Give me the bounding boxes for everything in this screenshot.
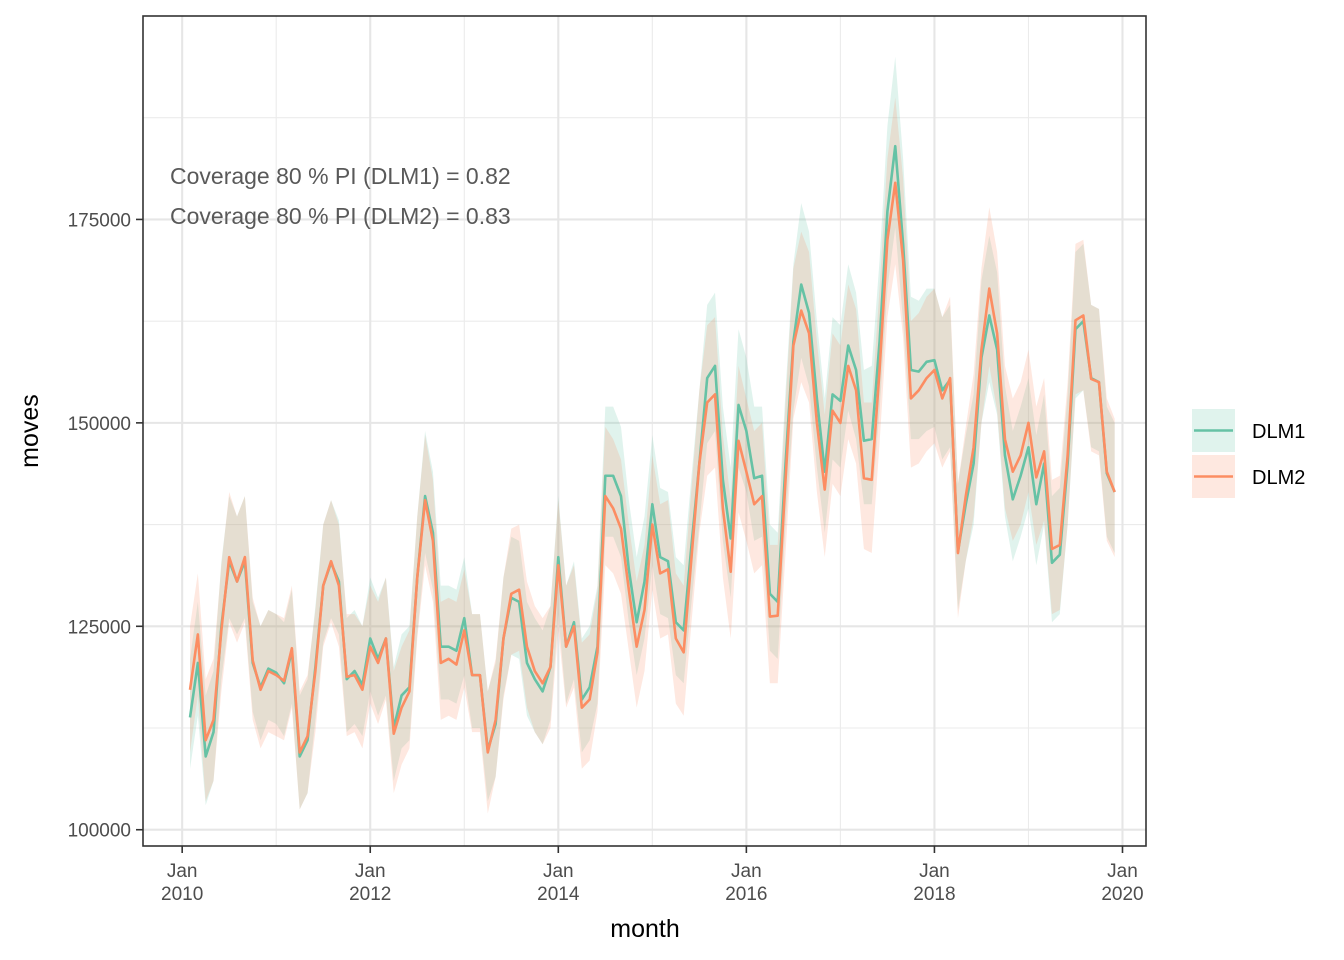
x-tick-label: Jan	[1107, 861, 1138, 882]
y-axis-title: moves	[16, 394, 44, 468]
legend-label-dlm1: DLM1	[1252, 421, 1305, 443]
x-tick-label: Jan	[543, 861, 574, 882]
x-tick-label: 2018	[913, 884, 955, 905]
plot-panel-border	[142, 15, 1147, 847]
x-tick-label: 2012	[349, 884, 391, 905]
legend: DLM1 DLM2	[1192, 409, 1305, 498]
series-lines	[188, 144, 1116, 758]
x-tick-label: 2020	[1101, 884, 1143, 905]
y-tick-label: 175000	[68, 210, 131, 231]
coverage-annotations: Coverage 80 % PI (DLM1) = 0.82 Coverage …	[170, 163, 511, 229]
x-tick-label: 2016	[725, 884, 767, 905]
coverage-annotation-dlm2: Coverage 80 % PI (DLM2) = 0.83	[170, 203, 511, 229]
y-tick-label: 150000	[68, 414, 131, 435]
coverage-annotation-dlm1: Coverage 80 % PI (DLM1) = 0.82	[170, 163, 511, 189]
y-axis: 100000 125000 150000 175000	[68, 210, 143, 842]
x-tick-label: Jan	[919, 861, 950, 882]
x-tick-label: 2010	[161, 884, 203, 905]
legend-label-dlm2: DLM2	[1252, 467, 1305, 489]
series-line-dlm2	[188, 181, 1116, 754]
x-tick-label: 2014	[537, 884, 580, 905]
x-tick-label: Jan	[355, 861, 386, 882]
x-tick-label: Jan	[167, 861, 198, 882]
x-tick-label: Jan	[731, 861, 762, 882]
x-axis-title: month	[610, 915, 679, 943]
ribbon-dlm1	[190, 56, 1115, 810]
y-tick-label: 100000	[68, 821, 131, 842]
y-tick-label: 125000	[68, 617, 131, 638]
x-axis: Jan2010Jan2012Jan2014Jan2016Jan2018Jan20…	[161, 846, 1144, 905]
